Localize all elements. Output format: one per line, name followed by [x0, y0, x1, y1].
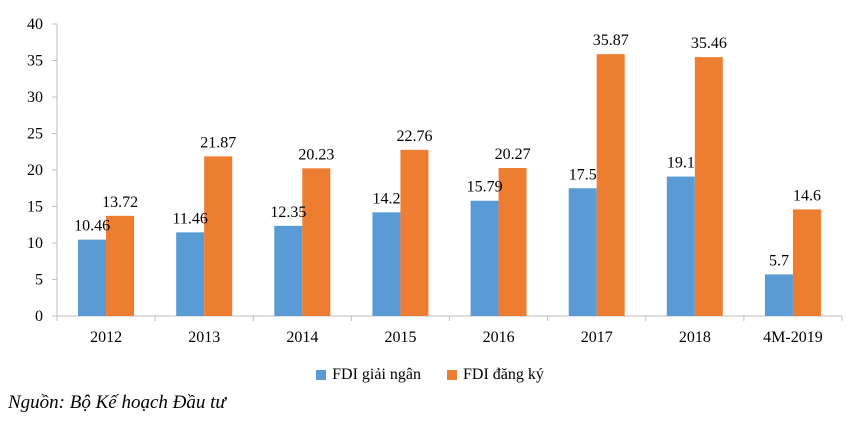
x-tick-label: 2014 [286, 329, 318, 346]
bar-registered [400, 149, 429, 316]
data-label-registered: 20.23 [298, 146, 334, 163]
y-tick-label: 30 [27, 89, 43, 106]
bar-disbursed [274, 225, 303, 316]
data-label-disbursed: 11.46 [172, 210, 207, 227]
bar-registered [792, 209, 821, 316]
x-tick-label: 2018 [679, 329, 711, 346]
bar-disbursed [470, 200, 499, 316]
data-label-registered: 35.46 [691, 35, 727, 52]
y-axis: 0 5 10 15 20 25 30 35 40 [27, 16, 58, 325]
data-label-registered: 22.76 [396, 128, 432, 145]
legend-item-disbursed: FDI giải ngân [316, 366, 421, 384]
legend-item-registered: FDI đăng ký [446, 366, 544, 384]
y-tick-label: 20 [27, 162, 43, 179]
data-label-registered: 13.72 [102, 194, 138, 211]
legend-label-registered: FDI đăng ký [462, 366, 544, 383]
bar-disbursed [78, 239, 107, 316]
x-tick-label: 2013 [188, 329, 220, 346]
data-label-disbursed: 19.1 [667, 155, 695, 172]
bar-disbursed [372, 212, 401, 316]
data-label-registered: 35.87 [593, 32, 629, 49]
y-tick-label: 15 [27, 199, 43, 216]
x-tick-label: 2012 [90, 329, 122, 346]
bar-disbursed [764, 274, 793, 316]
x-tick-label: 2015 [384, 329, 416, 346]
bar-registered [498, 168, 527, 316]
data-label-disbursed: 12.35 [270, 204, 306, 221]
y-tick-label: 40 [27, 16, 43, 33]
bar-registered [302, 168, 331, 316]
bars [78, 54, 821, 317]
x-tick-label: 2016 [483, 329, 515, 346]
bar-registered [596, 54, 625, 317]
data-label-registered: 21.87 [200, 134, 236, 151]
legend-label-disbursed: FDI giải ngân [332, 366, 421, 383]
data-label-registered: 14.6 [793, 187, 821, 204]
x-tick-label: 4M-2019 [763, 329, 823, 346]
bar-registered [204, 156, 233, 316]
data-labels: 10.46 11.46 12.35 14.2 15.79 17.5 19.1 5.7 13.72… [74, 32, 821, 269]
x-axis: 2012 2013 2014 2015 2016 2017 2018 4M-2019 [56, 315, 843, 346]
legend-swatch-registered [446, 370, 457, 380]
y-tick-label: 35 [27, 53, 43, 70]
bar-disbursed [666, 176, 695, 316]
source-note: Nguồn: Bộ Kế hoạch Đầu tư [8, 392, 226, 413]
legend-swatch-disbursed [316, 370, 327, 380]
bar-disbursed [176, 232, 205, 316]
y-tick-label: 5 [35, 272, 43, 289]
bar-disbursed [568, 188, 597, 316]
x-tick-label: 2017 [581, 329, 613, 346]
legend: FDI giải ngân FDI đăng ký [0, 366, 860, 384]
data-label-disbursed: 17.5 [569, 166, 597, 183]
y-tick-label: 25 [27, 126, 43, 143]
data-label-disbursed: 15.79 [467, 179, 503, 196]
y-tick-label: 10 [27, 235, 43, 252]
data-label-disbursed: 14.2 [372, 190, 400, 207]
data-label-disbursed: 10.46 [74, 218, 110, 235]
data-label-registered: 20.27 [495, 146, 531, 163]
y-tick-label: 0 [35, 308, 43, 325]
bar-registered [694, 57, 723, 316]
data-label-disbursed: 5.7 [769, 252, 789, 269]
bar-registered [106, 215, 135, 316]
